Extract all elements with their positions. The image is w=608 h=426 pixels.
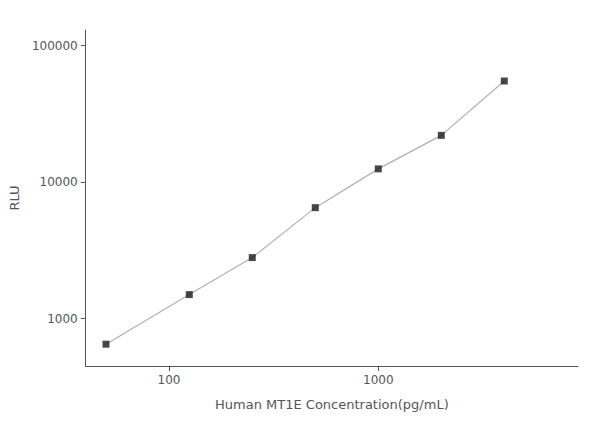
svg-text:10000: 10000 [40, 175, 78, 189]
svg-text:100000: 100000 [32, 39, 78, 53]
svg-text:RLU: RLU [7, 185, 22, 210]
svg-text:1000: 1000 [47, 312, 78, 326]
svg-text:Human MT1E Concentration(pg/mL: Human MT1E Concentration(pg/mL) [215, 397, 449, 412]
svg-text:100: 100 [158, 373, 181, 387]
svg-text:1000: 1000 [363, 373, 394, 387]
